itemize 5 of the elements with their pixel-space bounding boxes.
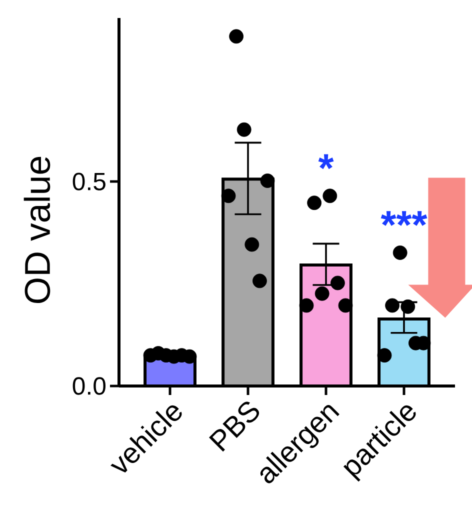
y-tick-label: 0.5 <box>72 172 106 190</box>
annotation: *** <box>380 211 428 226</box>
y-tick-label: 0.0 <box>72 377 106 395</box>
y-axis-title: OD value <box>24 156 50 304</box>
annotation: * <box>318 154 334 170</box>
